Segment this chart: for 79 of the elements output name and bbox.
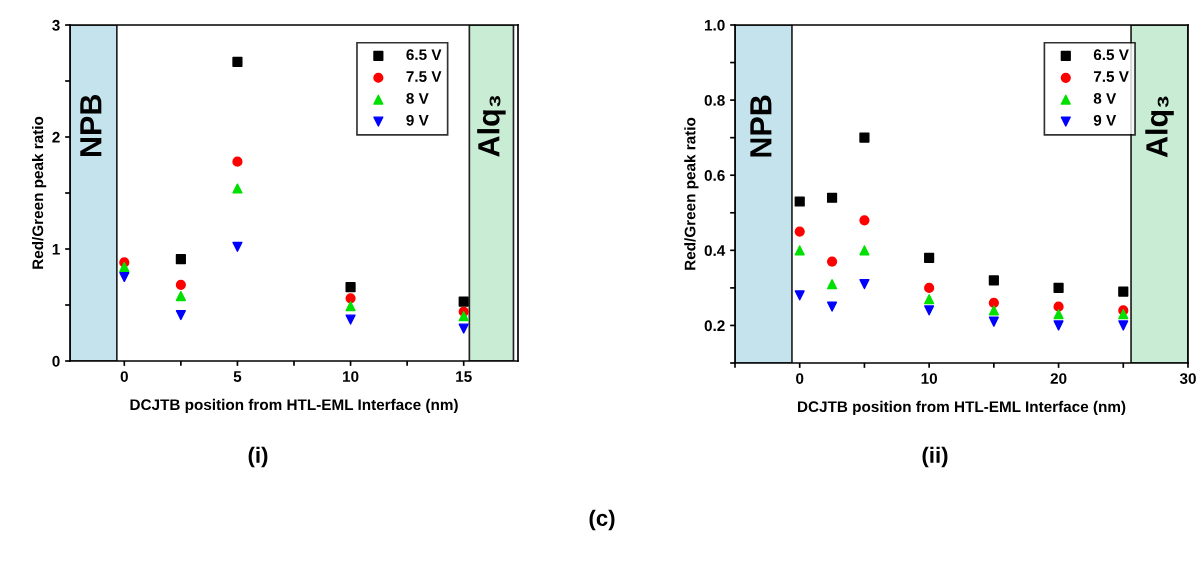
x-tick-label: 0 [796,373,804,384]
y-tick-label: 0 [52,355,60,367]
point [826,192,838,203]
point [458,311,469,322]
point [1053,309,1064,320]
y-tick-label: 0.8 [704,94,725,106]
y-tick-label: 2 [52,131,60,143]
point [175,290,186,302]
point [794,290,805,301]
y-tick-label: 3 [52,19,60,31]
x-tick-label: 30 [1179,373,1196,384]
point [924,282,935,293]
band-label: Alq₃ [1145,96,1174,158]
x-tick-label: 10 [343,371,359,382]
point [232,156,243,167]
text: (ii) [922,446,948,468]
band-label: NPB [750,95,772,157]
point [232,56,243,68]
point [794,245,805,256]
legend-label: 9 V [406,114,429,126]
point [826,279,838,290]
legend-label: 6.5 V [406,49,442,61]
x-axis-title: DCJTB position from HTL-EML Interface (nm) [798,400,1126,416]
x-tick-label: 15 [456,371,472,382]
x-tick-label: 0 [120,371,128,382]
point [988,316,999,327]
y-axis-title: Red/Green peak ratio [31,116,47,269]
point [175,253,186,265]
x-tick-label: 5 [233,371,242,382]
point [175,309,186,321]
point [175,279,186,290]
point [924,252,935,263]
point [458,323,469,334]
point [794,196,805,207]
point [859,279,870,290]
point [1118,286,1129,297]
legend-label: 6.5 V [1093,49,1129,61]
legend-label: 7.5 V [406,71,442,82]
point [345,301,356,312]
point [988,275,999,286]
point [1053,320,1064,331]
point [345,293,356,304]
y-tick-label: 0.6 [704,170,725,181]
legend-label: 7.5 V [1093,71,1129,82]
x-tick-label: 20 [1050,373,1067,384]
text: (i) [248,446,268,468]
point [458,296,469,307]
legend-label: 9 V [1093,114,1117,126]
band-label: Alq₃ [477,95,506,157]
point [1118,320,1129,331]
y-tick-label: 0.4 [704,245,726,257]
x-axis-title: DCJTB position from HTL-EML Interface (nm) [130,398,458,414]
point [859,215,870,226]
point [859,132,870,143]
y-tick-label: 1 [52,244,60,255]
point [232,183,243,194]
point [826,256,838,267]
point [1053,282,1064,293]
point [794,226,805,237]
point [232,241,243,252]
point [859,245,870,256]
point [1118,309,1129,320]
point [345,281,356,293]
point [988,297,999,308]
point [988,305,999,316]
point [345,314,356,325]
y-axis-title: Red/Green peak ratio [684,117,699,270]
band-label: NPB [80,94,102,157]
legend-label: 8 V [406,92,429,104]
y-tick-label: 0.2 [704,320,725,332]
point [119,271,130,283]
point [924,305,935,316]
point [924,294,935,305]
point [119,261,130,273]
x-tick-label: 10 [921,373,938,384]
y-tick-label: 1.0 [705,19,725,31]
legend-label: 8 V [1093,93,1117,104]
text: (c) [589,509,615,531]
point [826,301,838,312]
